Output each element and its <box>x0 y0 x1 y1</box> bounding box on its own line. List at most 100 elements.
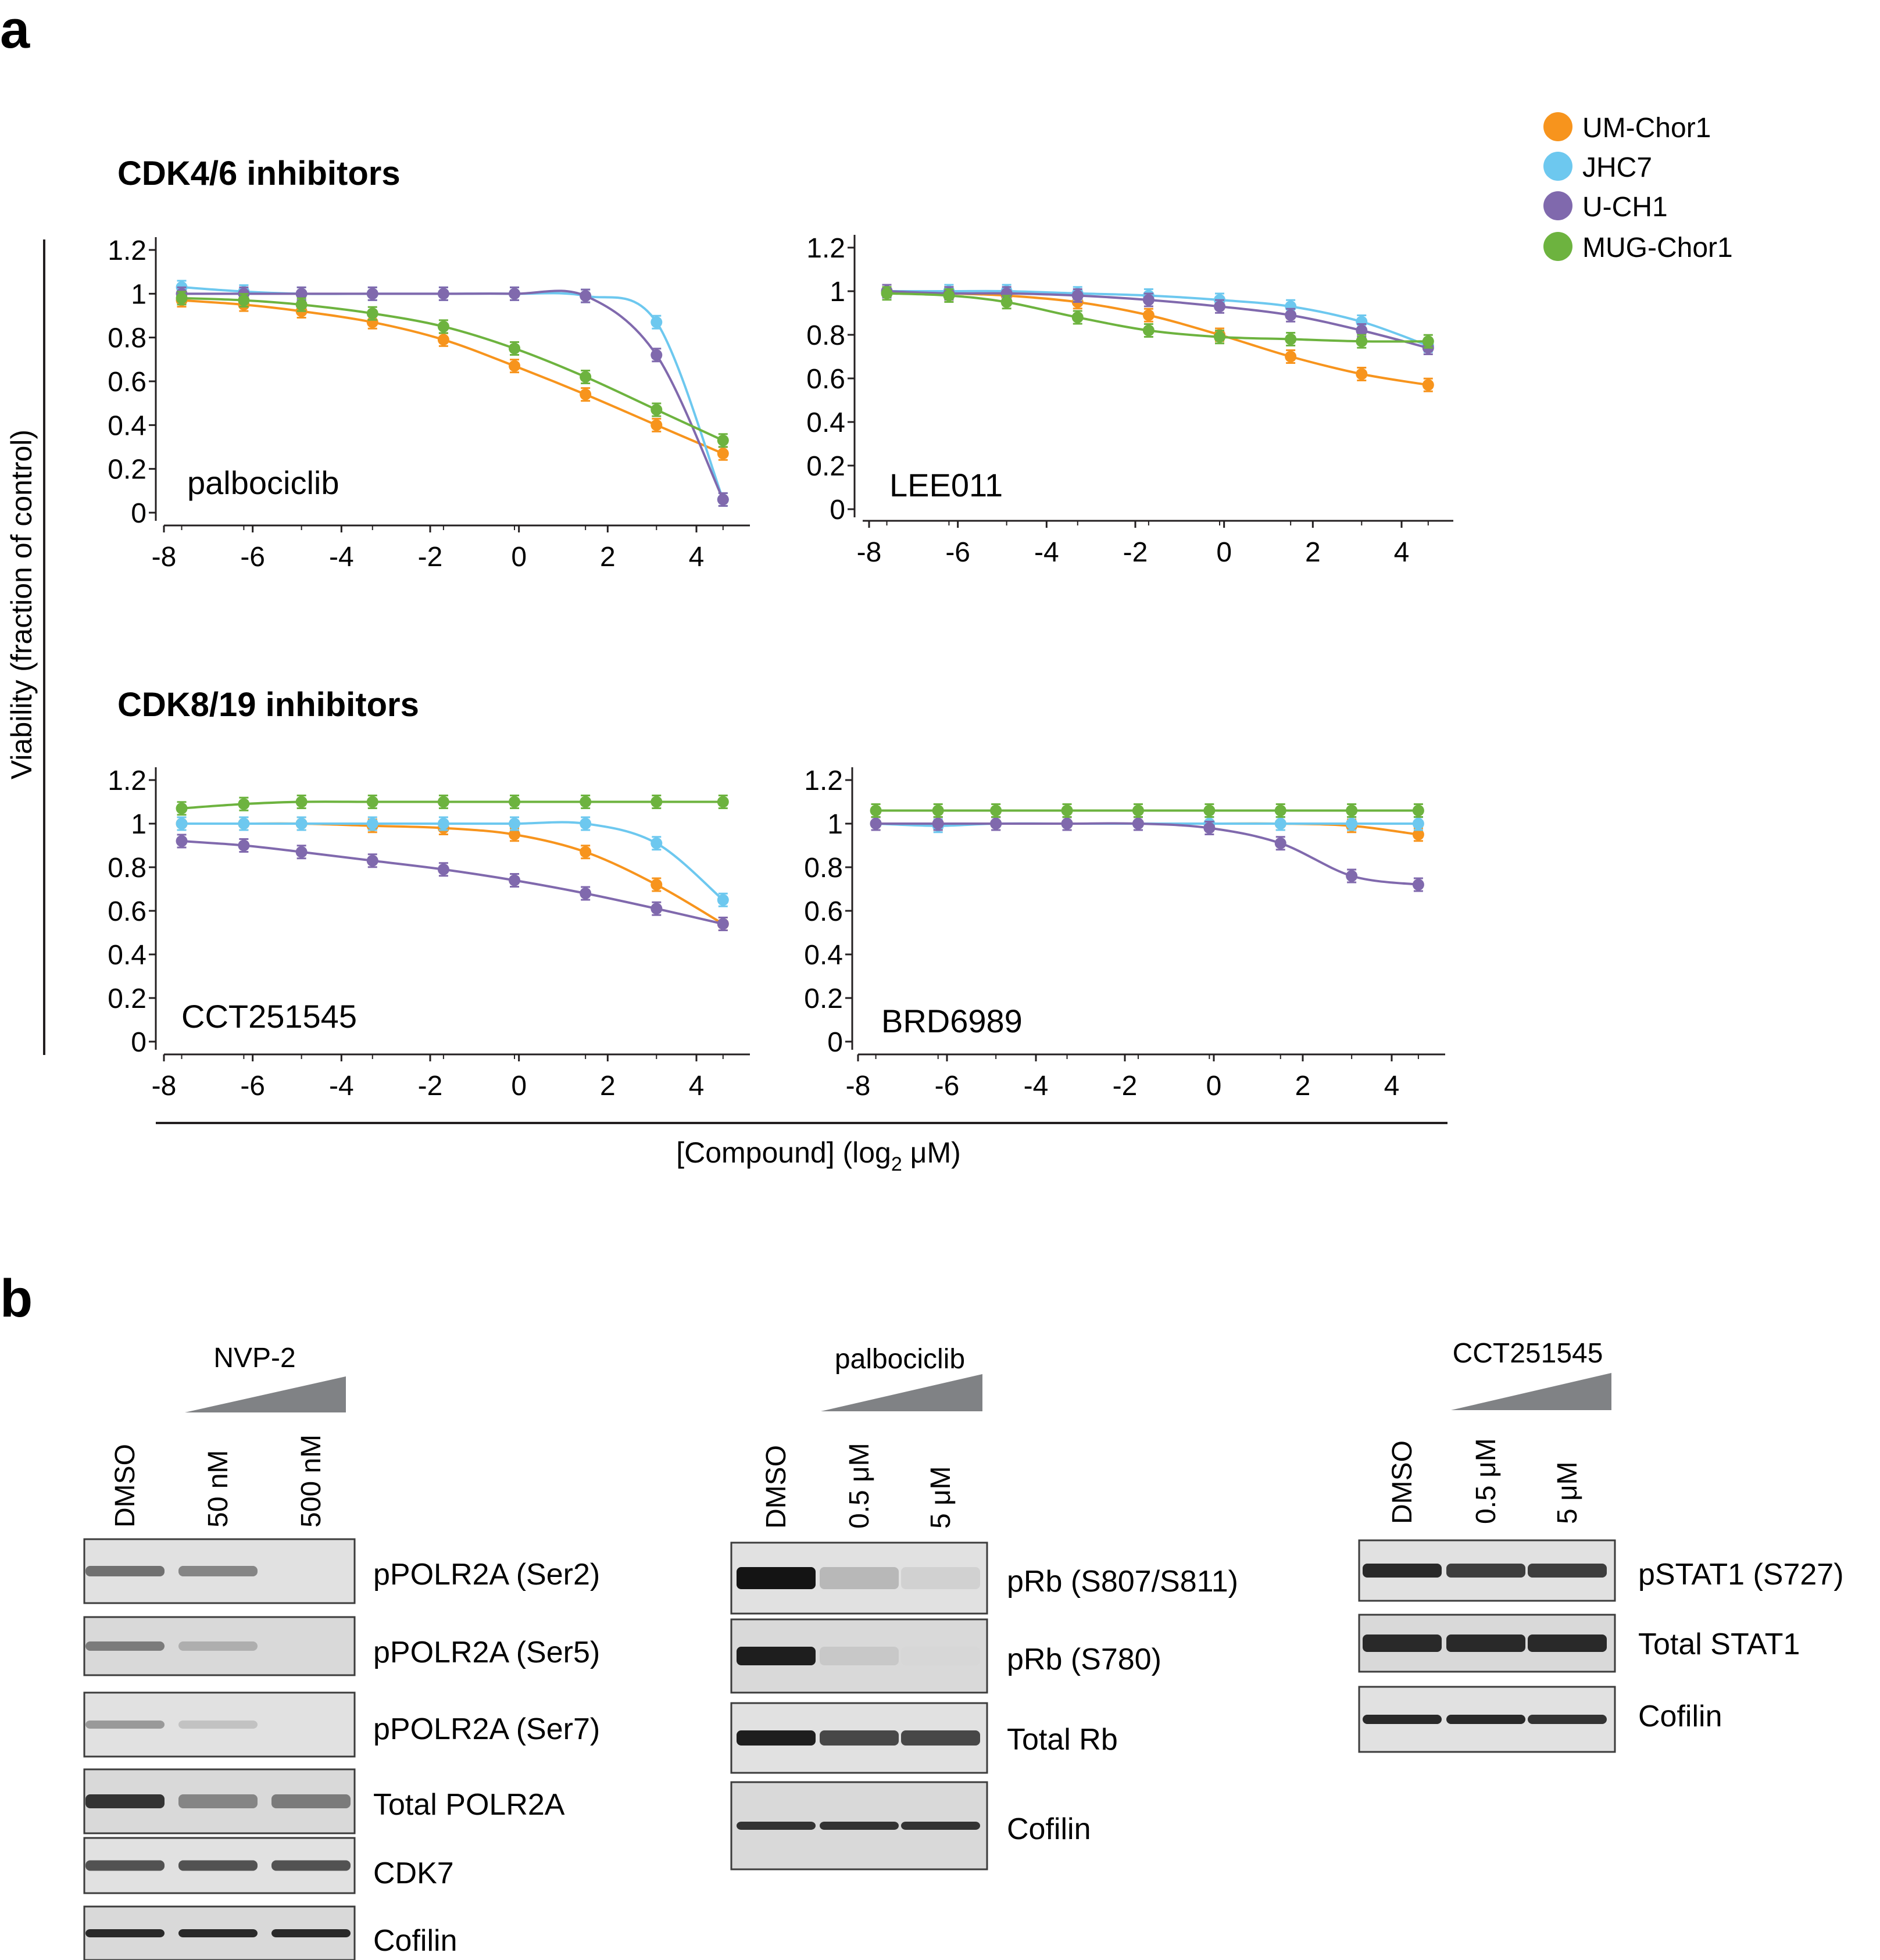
y-tick-label: 0.2 <box>804 983 843 1014</box>
x-tick-label: 0 <box>1206 1071 1222 1101</box>
data-point <box>580 290 592 302</box>
blot-band <box>820 1730 899 1746</box>
data-point <box>437 863 449 875</box>
data-point <box>366 307 378 320</box>
data-point <box>1142 309 1155 321</box>
x-axis-label: [Compound] (log2 μM) <box>676 1136 961 1175</box>
data-point <box>238 839 250 852</box>
data-point <box>932 804 944 817</box>
blot-nvp2: NVP-2 DMSO 50 nM 500 nM pPOLR2A (Ser2) pPOLR2… <box>83 1343 600 1960</box>
blot-treatment-label: CCT251545 <box>1453 1338 1603 1369</box>
x-tick-label: -4 <box>1024 1071 1049 1101</box>
legend: UM-Chor1 JHC7 U-CH1 MUG-Chor1 <box>1543 112 1733 263</box>
blot-row-label: Total POLR2A <box>373 1788 565 1822</box>
x-tick-label: 0 <box>1216 537 1232 568</box>
blot-band <box>178 1641 258 1651</box>
data-point <box>295 796 308 808</box>
blot-palbociclib: palbociclib DMSO 0.5 μM 5 μM pRb (S807/S811)… <box>730 1344 1238 1870</box>
y-tick-label: 1.2 <box>804 766 843 796</box>
data-point <box>1203 804 1216 817</box>
data-point <box>717 894 729 906</box>
blot-band <box>178 1929 258 1937</box>
data-point <box>580 846 592 858</box>
data-point <box>1356 368 1368 380</box>
x-tick-label: 2 <box>1305 537 1321 568</box>
legend-marker <box>1543 112 1572 141</box>
x-tick-label: 2 <box>600 542 616 573</box>
x-tick-label: -6 <box>945 537 970 568</box>
data-point <box>509 828 521 840</box>
data-point <box>1142 294 1155 306</box>
data-point <box>1274 837 1286 849</box>
data-point <box>1061 818 1073 829</box>
legend-marker <box>1543 191 1572 220</box>
blot-band <box>85 1794 165 1808</box>
x-tick-label: -6 <box>240 542 265 573</box>
data-point <box>1412 879 1424 890</box>
blot-row-label: Cofilin <box>373 1924 458 1958</box>
data-point <box>651 879 663 890</box>
lane-label: 50 nM <box>203 1450 234 1528</box>
lane-label: 0.5 μM <box>844 1443 875 1529</box>
x-tick-label: -2 <box>1123 537 1148 568</box>
y-tick-label: 0.6 <box>804 896 843 927</box>
y-tick-label: 0.6 <box>108 367 146 398</box>
blot-row-label: Cofilin <box>1007 1812 1091 1846</box>
data-point <box>990 818 1002 829</box>
y-tick-label: 0 <box>131 1027 146 1058</box>
panel-a-letter: a <box>0 0 30 59</box>
data-point <box>176 802 188 814</box>
blot-row-label: Cofilin <box>1638 1700 1722 1733</box>
blot-band <box>85 1860 165 1871</box>
blot-band <box>1363 1715 1442 1724</box>
data-point <box>176 835 188 847</box>
blot-band <box>737 1730 816 1746</box>
y-tick-label: 0.2 <box>108 983 146 1014</box>
blot-band <box>178 1566 258 1576</box>
series-line-um-chor1 <box>181 822 724 925</box>
group-title-cdk46: CDK4/6 inhibitors <box>117 155 401 192</box>
blot-band <box>85 1721 165 1729</box>
data-point <box>295 818 308 829</box>
chart-compound-label: CCT251545 <box>181 998 357 1035</box>
data-point <box>366 854 378 867</box>
data-point <box>580 388 592 400</box>
data-point <box>1061 804 1073 817</box>
x-tick-label: -4 <box>329 542 354 573</box>
x-tick-label: 0 <box>511 1071 527 1101</box>
chart-compound-label: palbociclib <box>187 464 339 501</box>
data-point <box>366 818 378 829</box>
y-tick-label: 0.2 <box>108 455 146 485</box>
data-point <box>870 804 882 817</box>
data-point <box>509 360 521 372</box>
y-tick-label: 1 <box>827 809 843 840</box>
data-point <box>1071 289 1084 302</box>
x-tick-label: -6 <box>935 1071 960 1101</box>
data-point <box>509 818 521 829</box>
blot-band <box>901 1730 980 1746</box>
blot-row-label: pSTAT1 (S727) <box>1638 1558 1844 1591</box>
blot-band <box>1528 1715 1607 1724</box>
data-point <box>1132 818 1144 829</box>
data-point <box>509 796 521 808</box>
series-line-u-ch1 <box>887 290 1429 349</box>
data-point <box>1000 296 1013 308</box>
lane-label: 5 μM <box>925 1466 956 1529</box>
data-point <box>717 493 729 506</box>
blot-band <box>85 1641 165 1651</box>
y-tick-label: 0.8 <box>108 853 146 884</box>
blot-band <box>85 1566 165 1576</box>
legend-marker <box>1543 232 1572 261</box>
series-line-u-ch1 <box>181 840 724 925</box>
y-tick-label: 0.4 <box>108 940 146 971</box>
data-point <box>651 837 663 849</box>
data-point <box>366 796 378 808</box>
data-point <box>437 818 449 829</box>
x-tick-label: -8 <box>846 1071 871 1101</box>
blot-row-label: Total Rb <box>1007 1723 1118 1757</box>
data-point <box>1285 333 1297 345</box>
blot-band <box>178 1721 258 1729</box>
y-tick-label: 0.4 <box>804 940 843 971</box>
data-point <box>1346 818 1358 829</box>
legend-item: UM-Chor1 <box>1543 112 1711 144</box>
